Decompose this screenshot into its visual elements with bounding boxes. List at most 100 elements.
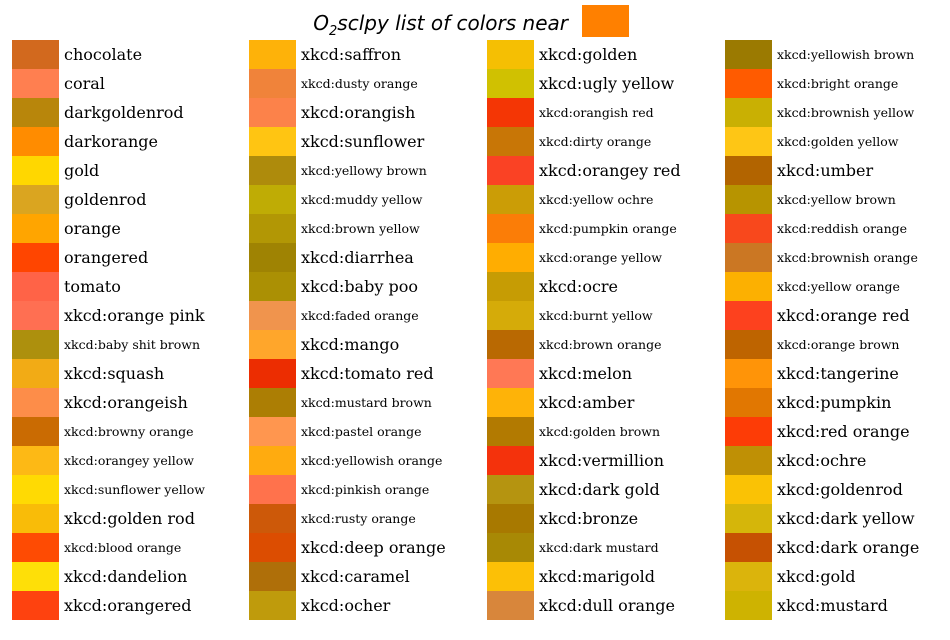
color-swatch: [487, 301, 534, 330]
color-name-label: xkcd:orangish red: [539, 105, 654, 120]
color-name-label: xkcd:dusty orange: [301, 76, 418, 91]
color-row: coral: [12, 69, 247, 98]
color-name-label: xkcd:tangerine: [777, 364, 899, 383]
color-row: xkcd:dirty orange: [487, 127, 722, 156]
color-name-label: xkcd:dull orange: [539, 596, 676, 615]
color-row: xkcd:gold: [725, 562, 950, 591]
color-name-label: xkcd:orange pink: [64, 306, 205, 325]
color-row: xkcd:yellowy brown: [249, 156, 484, 185]
color-row: xkcd:dark gold: [487, 475, 722, 504]
color-swatch: [12, 69, 59, 98]
color-swatch: [725, 475, 772, 504]
color-swatch: [249, 69, 296, 98]
color-swatch: [12, 591, 59, 620]
color-name-label: xkcd:faded orange: [301, 308, 419, 323]
color-name-label: xkcd:rusty orange: [301, 511, 416, 526]
color-swatch: [12, 562, 59, 591]
color-name-label: xkcd:dark yellow: [777, 509, 915, 528]
color-row: xkcd:orange red: [725, 301, 950, 330]
color-swatch: [12, 98, 59, 127]
color-row: xkcd:baby shit brown: [12, 330, 247, 359]
color-swatch: [249, 127, 296, 156]
color-row: xkcd:orange yellow: [487, 243, 722, 272]
color-name-label: xkcd:pumpkin: [777, 393, 892, 412]
color-row: xkcd:marigold: [487, 562, 722, 591]
color-name-label: xkcd:bronze: [539, 509, 639, 528]
color-row: xkcd:umber: [725, 156, 950, 185]
color-name-label: xkcd:mustard brown: [301, 395, 432, 410]
color-swatch: [725, 301, 772, 330]
color-row: xkcd:brown orange: [487, 330, 722, 359]
color-swatch: [12, 156, 59, 185]
color-row: xkcd:tomato red: [249, 359, 484, 388]
color-swatch: [725, 214, 772, 243]
color-swatch: [12, 417, 59, 446]
color-row: tomato: [12, 272, 247, 301]
color-row: xkcd:bronze: [487, 504, 722, 533]
color-name-label: xkcd:golden brown: [539, 424, 661, 439]
color-swatch: [249, 388, 296, 417]
color-row: xkcd:pinkish orange: [249, 475, 484, 504]
color-row: xkcd:golden rod: [12, 504, 247, 533]
color-swatch: [12, 214, 59, 243]
color-swatch: [487, 40, 534, 69]
color-swatch: [725, 69, 772, 98]
color-row: xkcd:tangerine: [725, 359, 950, 388]
color-swatch: [249, 359, 296, 388]
color-name-label: xkcd:dandelion: [64, 567, 188, 586]
color-row: xkcd:faded orange: [249, 301, 484, 330]
color-swatch: [487, 330, 534, 359]
color-row: xkcd:burnt yellow: [487, 301, 722, 330]
color-swatch: [487, 127, 534, 156]
color-name-label: xkcd:bright orange: [777, 76, 899, 91]
color-row: chocolate: [12, 40, 247, 69]
color-swatch: [249, 272, 296, 301]
color-name-label: xkcd:marigold: [539, 567, 656, 586]
color-swatch: [725, 156, 772, 185]
color-swatch: [249, 533, 296, 562]
color-name-label: xkcd:yellow ochre: [539, 192, 654, 207]
color-row: xkcd:brown yellow: [249, 214, 484, 243]
color-row: xkcd:orange pink: [12, 301, 247, 330]
color-row: darkgoldenrod: [12, 98, 247, 127]
color-row: xkcd:amber: [487, 388, 722, 417]
color-name-label: xkcd:muddy yellow: [301, 192, 423, 207]
color-row: orangered: [12, 243, 247, 272]
color-swatch: [487, 533, 534, 562]
title-subscript: 2: [329, 24, 338, 39]
color-swatch: [12, 504, 59, 533]
color-row: xkcd:golden: [487, 40, 722, 69]
color-swatch: [12, 533, 59, 562]
color-swatch: [487, 446, 534, 475]
color-row: xkcd:dark yellow: [725, 504, 950, 533]
color-name-label: xkcd:caramel: [301, 567, 410, 586]
color-swatch: [725, 272, 772, 301]
color-name-label: xkcd:ocher: [301, 596, 391, 615]
color-name-label: xkcd:golden: [539, 45, 638, 64]
color-row: xkcd:orangey red: [487, 156, 722, 185]
color-row: xkcd:ocre: [487, 272, 722, 301]
color-row: xkcd:pastel orange: [249, 417, 484, 446]
color-row: xkcd:red orange: [725, 417, 950, 446]
color-swatch: [725, 533, 772, 562]
color-name-label: darkorange: [64, 132, 158, 151]
color-swatch: [487, 417, 534, 446]
color-row: xkcd:golden yellow: [725, 127, 950, 156]
color-swatch: [12, 185, 59, 214]
color-row: xkcd:squash: [12, 359, 247, 388]
color-row: xkcd:dark orange: [725, 533, 950, 562]
color-swatch: [725, 562, 772, 591]
color-row: xkcd:vermillion: [487, 446, 722, 475]
color-name-label: xkcd:orangish: [301, 103, 416, 122]
color-name-label: xkcd:orange red: [777, 306, 910, 325]
color-swatch: [487, 388, 534, 417]
color-name-label: xkcd:orangey yellow: [64, 453, 194, 468]
color-swatch: [487, 214, 534, 243]
color-name-label: xkcd:dirty orange: [539, 134, 652, 149]
color-swatch: [487, 562, 534, 591]
color-swatch: [12, 301, 59, 330]
color-row: xkcd:blood orange: [12, 533, 247, 562]
color-name-label: xkcd:blood orange: [64, 540, 182, 555]
color-swatch: [249, 301, 296, 330]
color-row: xkcd:yellowish brown: [725, 40, 950, 69]
